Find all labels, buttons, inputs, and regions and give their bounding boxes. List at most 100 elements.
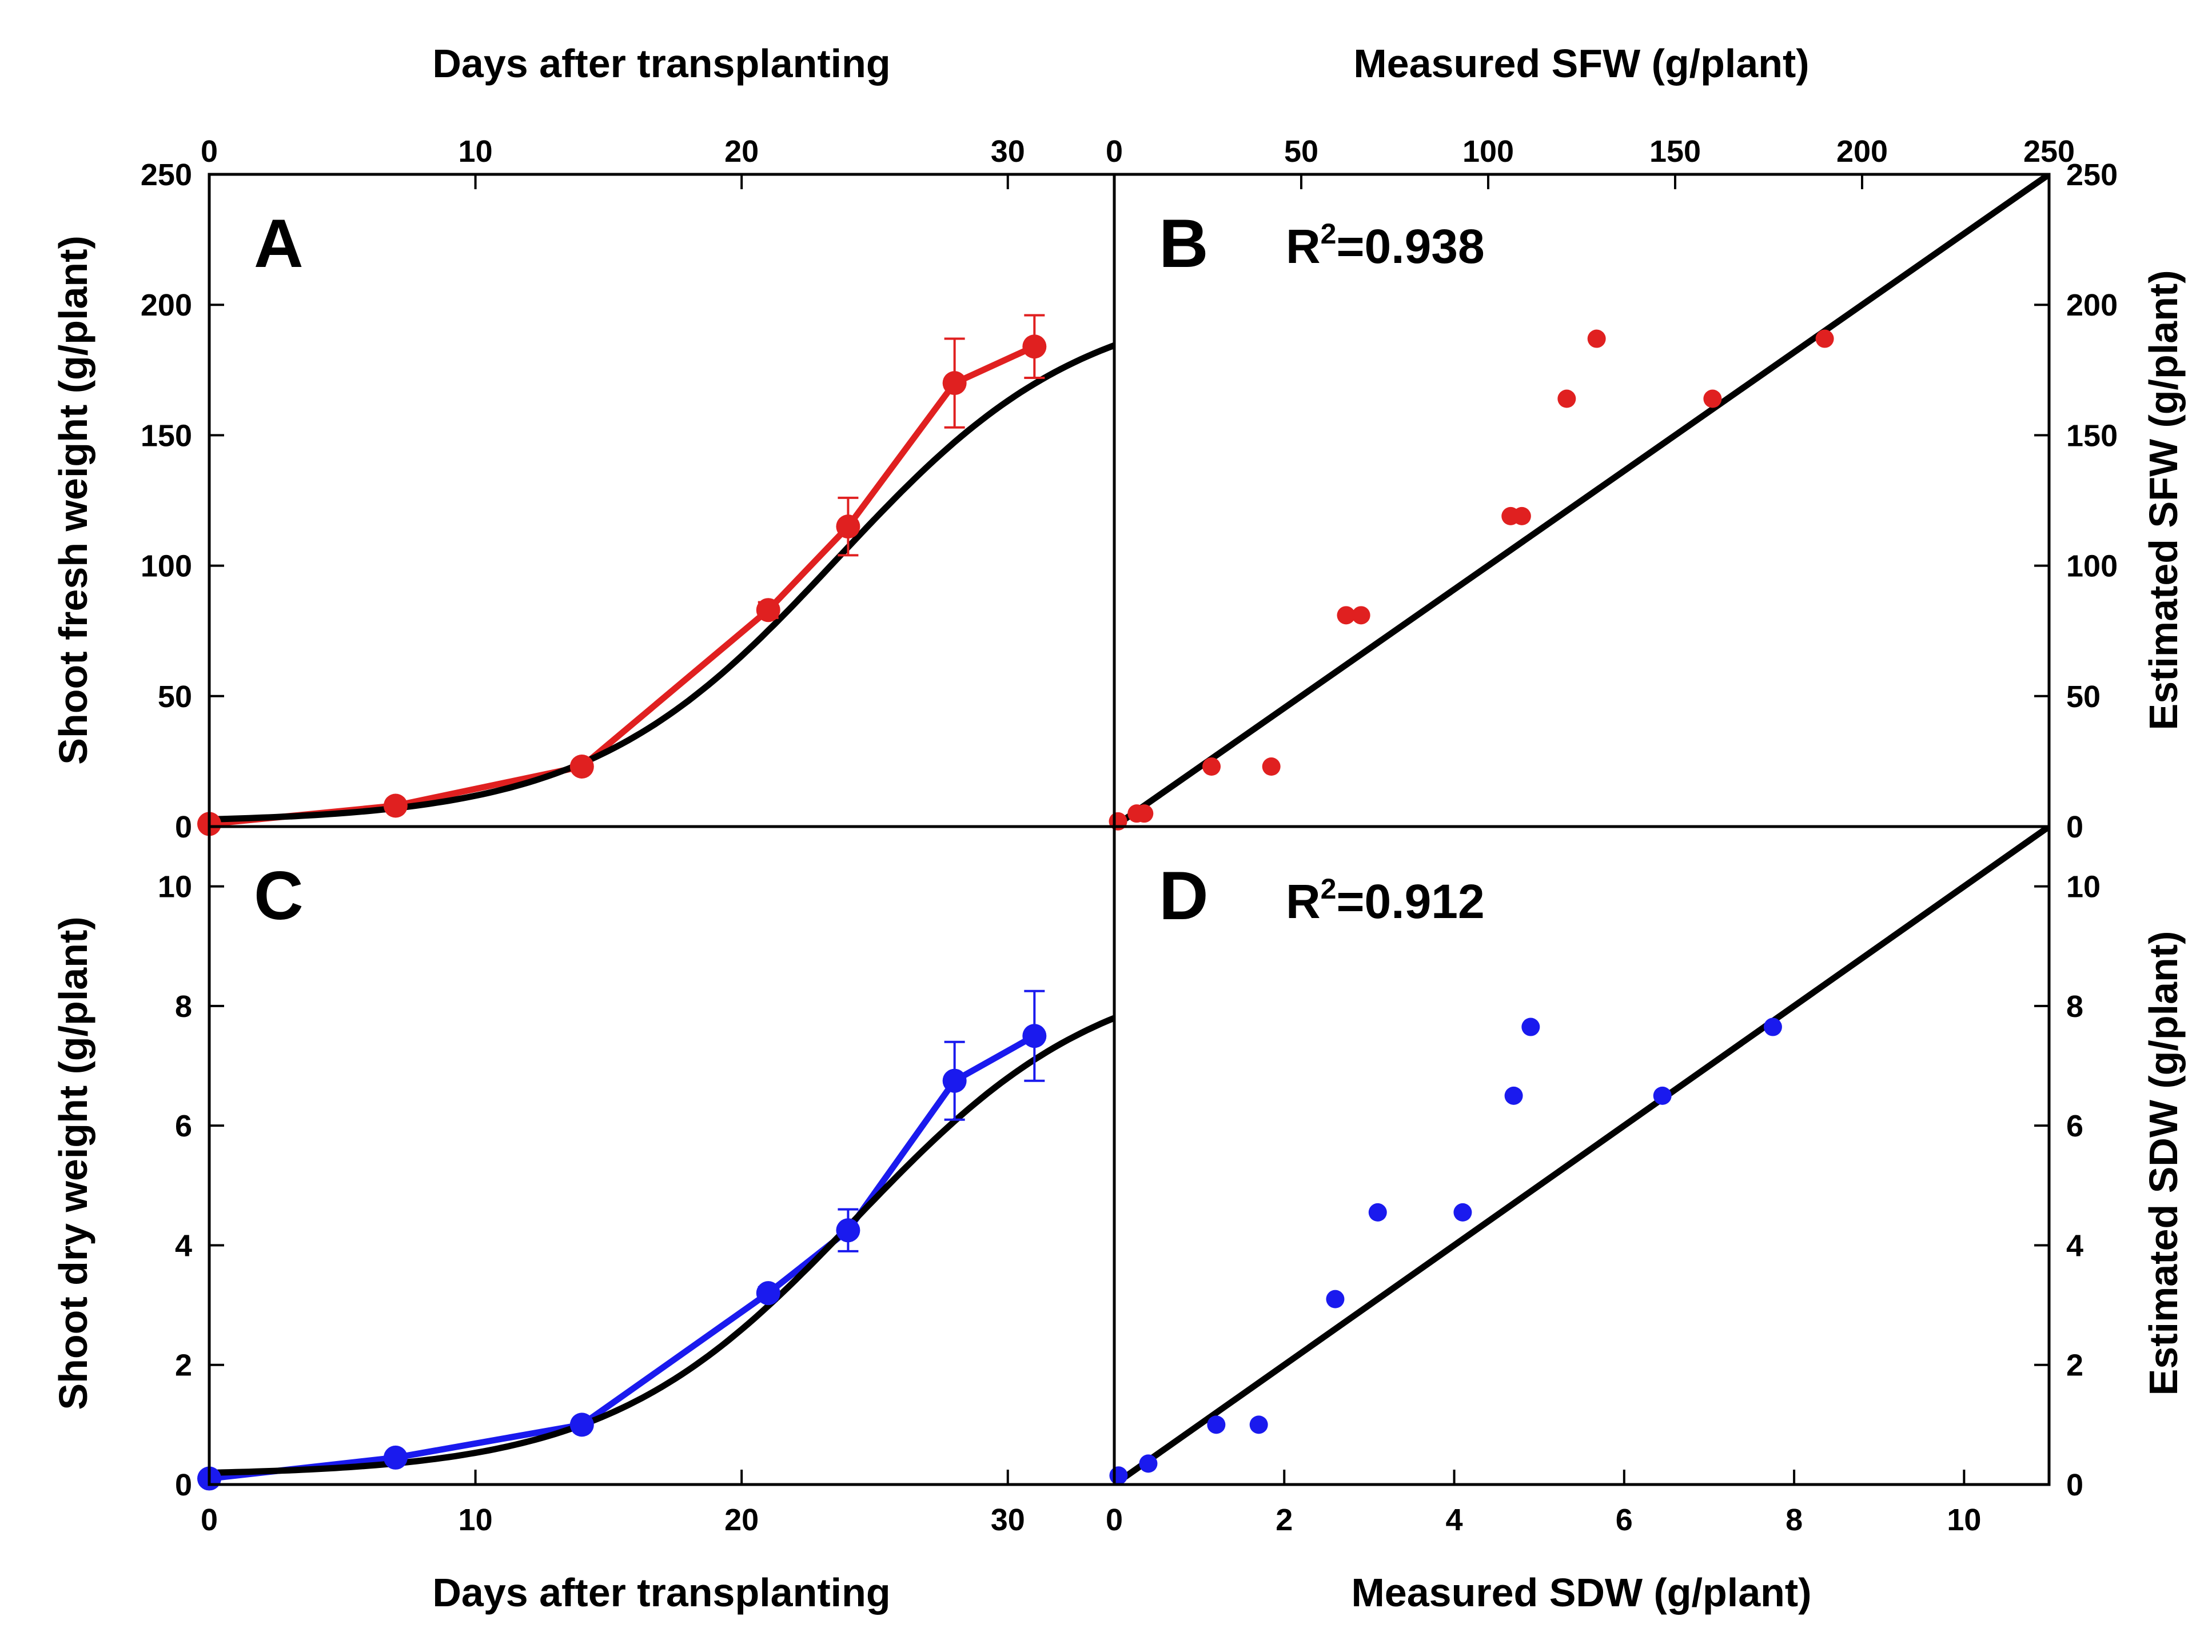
panel-b-y-tick-label: 50 [2066,680,2101,714]
panel-d-x-axis-title: Measured SDW (g/plant) [1351,1570,1811,1615]
panel-d-plot-area [1114,827,2049,1485]
panel-c-y-tick-label: 4 [175,1228,192,1263]
panel-c-data-point [756,1281,780,1306]
panel-c-letter: C [254,857,304,934]
panel-d-scatter-point [1763,1017,1782,1036]
panel-c-y-tick-label: 6 [175,1109,192,1143]
plot-frame [208,173,2051,1486]
panel-d-scatter-dry-weight: 0 2 4 6 8 10 0 2 4 6 8 10 R2=0.912 D [1106,827,2101,1537]
panel-d-scatter-point [1504,1086,1523,1105]
panel-a-x-tick-label: 30 [991,134,1025,169]
panel-d-x-tick-label: 0 [1106,1503,1123,1537]
panel-d-scatter-point [1139,1454,1158,1473]
panel-a-measured-line [209,344,1036,827]
panel-a-x-tick-label: 20 [724,134,759,169]
panel-a-data-point [383,793,408,818]
panel-a-y-tick-label: 250 [141,158,192,192]
panel-a-growth-fresh-weight: 0 10 20 30 0 50 100 150 200 250 A [141,134,1114,844]
panel-c-x-tick-label: 10 [459,1503,493,1537]
panel-b-r-squared: R2=0.938 [1286,218,1485,273]
panel-b-scatter-point [1703,389,1722,408]
panel-b-scatter-point [1587,329,1606,348]
outer-frame [208,173,2051,1486]
panel-d-y-tick-label: 10 [2066,870,2101,904]
panel-b-y-tick-label: 250 [2066,158,2118,192]
panel-b-scatter-fresh-weight: 0 50 100 150 200 250 0 50 100 150 200 250 R2=0.938 B [1106,134,2118,844]
panel-c-y-tick-label: 2 [175,1348,192,1383]
panel-c-data-point [569,1412,594,1437]
panel-b-x-tick-label: 150 [1649,134,1701,169]
panel-d-y-tick-label: 4 [2066,1228,2083,1263]
panel-b-one-to-one-line [1114,174,2049,827]
panel-b-letter: B [1159,205,1209,282]
panel-c-fitted-curve [209,1015,1114,1476]
panel-a-y-tick-label: 200 [141,288,192,322]
panel-c-data-point [836,1218,860,1243]
panel-a-data-point [942,371,967,396]
panel-d-scatter-point [1453,1203,1472,1222]
panel-c-measured-line [209,1033,1037,1482]
panel-d-x-tick-label: 4 [1446,1503,1463,1537]
panel-b-scatter-point [1135,804,1154,823]
panel-c-x-tick-label: 0 [201,1503,218,1537]
panel-a-y-tick-label: 50 [158,680,192,714]
panel-b-x-tick-label: 200 [1836,134,1888,169]
panel-a-plot-area [209,342,1114,827]
panel-d-y-tick-label: 6 [2066,1109,2083,1143]
panel-d-scatter-point [1368,1203,1387,1222]
panel-c-data-point [942,1068,967,1093]
panel-d-x-tick-label: 8 [1785,1503,1803,1537]
panel-a-x-axis-title: Days after transplanting [432,41,890,86]
panel-c-x-tick-label: 20 [724,1503,759,1537]
panel-b-scatter-point [1352,606,1370,625]
panel-a-data-point [1022,334,1047,359]
panel-b-x-axis-title: Measured SFW (g/plant) [1353,41,1809,86]
panel-b-scatter-point [1557,389,1576,408]
panel-b-scatter-point [1512,506,1531,525]
panel-a-letter: A [254,205,304,282]
panel-a-data-point [836,514,860,539]
panel-a-x-tick-label: 10 [459,134,493,169]
panel-b-y-axis-title: Estimated SFW (g/plant) [2141,270,2186,731]
panel-c-x-axis-title: Days after transplanting [432,1570,890,1615]
panel-a-y-tick-label: 0 [175,810,192,844]
panel-d-y-tick-label: 0 [2066,1468,2083,1502]
panel-b-scatter-point [1815,329,1834,348]
panel-c-x-tick-label: 30 [991,1503,1025,1537]
panel-c-y-tick-label: 0 [175,1468,192,1502]
panel-a-fitted-curve [209,342,1114,823]
panel-b-y-tick-label: 150 [2066,418,2118,453]
panel-d-scatter-point [1326,1290,1345,1308]
panel-d-y-tick-label: 8 [2066,989,2083,1024]
panel-d-one-to-one-line [1114,827,2049,1485]
panel-b-x-tick-label: 250 [2023,134,2075,169]
panel-d-scatter-point [1207,1415,1226,1434]
panel-b-scatter-point [1202,757,1221,776]
panel-b-scatter-point [1262,757,1281,776]
panel-b-plot-area [1114,174,2049,827]
panel-a-y-tick-label: 150 [141,418,192,453]
panel-b-y-tick-label: 200 [2066,288,2118,322]
panel-d-scatter-point [1109,1466,1128,1485]
panel-c-data-point [1022,1024,1047,1048]
panel-c-y-tick-label: 8 [175,989,192,1024]
panel-d-x-tick-label: 2 [1276,1503,1293,1537]
panel-d-y-tick-label: 2 [2066,1348,2083,1383]
panel-b-y-tick-label: 100 [2066,549,2118,584]
panel-c-data-point [383,1445,408,1470]
panel-d-r-squared: R2=0.912 [1286,873,1485,928]
panel-d-x-tick-label: 10 [1947,1503,1981,1537]
panel-a-y-tick-label: 100 [141,549,192,584]
panel-b-y-tick-label: 0 [2066,810,2083,844]
panel-b-x-tick-label: 50 [1284,134,1318,169]
panel-d-scatter-point [1653,1086,1672,1105]
panel-a-y-axis-title: Shoot fresh weight (g/plant) [51,236,95,764]
panel-d-y-axis-title: Estimated SDW (g/plant) [2141,931,2186,1396]
panel-d-scatter-point [1521,1017,1540,1036]
panel-b-x-tick-label: 100 [1462,134,1514,169]
panel-d-letter: D [1159,857,1209,934]
panel-c-y-axis-title: Shoot dry weight (g/plant) [51,916,95,1410]
panel-a-data-point [756,598,780,623]
panel-b-x-tick-label: 0 [1106,134,1123,169]
